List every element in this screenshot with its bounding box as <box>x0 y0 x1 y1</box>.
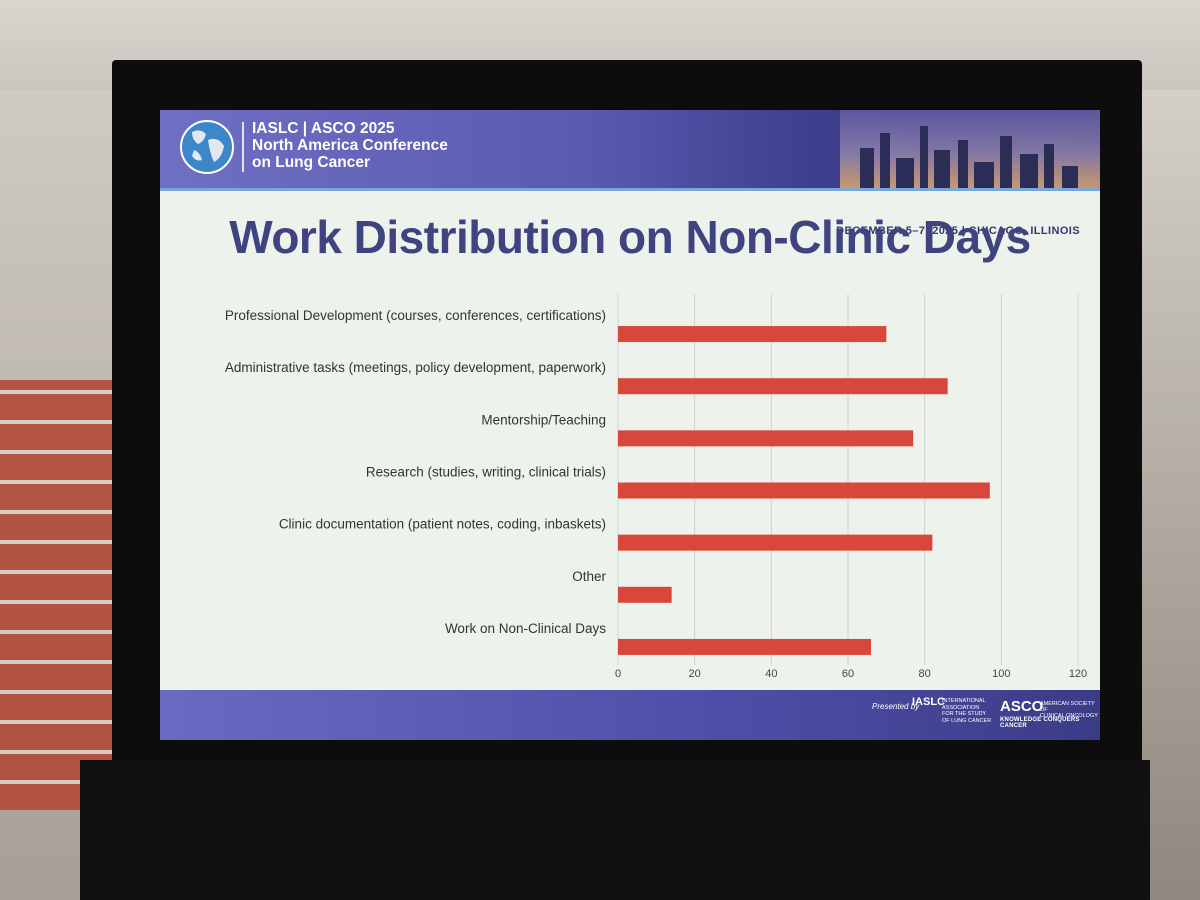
stage-shadow <box>80 760 1150 900</box>
bar <box>618 586 672 603</box>
asco-subtitle: AMERICAN SOCIETY OF CLINICAL ONCOLOGY <box>1040 701 1098 719</box>
x-tick-label: 60 <box>842 668 854 680</box>
bar <box>618 638 871 655</box>
conference-banner: IASLC | ASCO 2025 North America Conferen… <box>160 110 1100 188</box>
category-label: Professional Development (courses, confe… <box>225 308 606 323</box>
x-tick-label: 40 <box>765 668 777 680</box>
bar <box>618 534 933 551</box>
presentation-slide: IASLC | ASCO 2025 North America Conferen… <box>160 110 1100 740</box>
category-label: Mentorship/Teaching <box>481 412 606 427</box>
category-label: Work on Non-Clinical Days <box>445 621 606 636</box>
bar-chart: 0 20 40 60 80 100 120 Professional Development … <box>225 294 1087 680</box>
asco-tagline: KNOWLEDGE CONQUERS CANCER <box>1000 717 1080 729</box>
conference-title: IASLC | ASCO 2025 North America Conferen… <box>252 120 448 171</box>
x-tick-label: 20 <box>689 668 701 680</box>
x-tick-label: 0 <box>615 668 621 680</box>
slide-title: Work Distribution on Non-Clinic Days <box>229 211 1031 263</box>
banner-separator <box>242 122 244 172</box>
presented-by-label: Presented by <box>872 702 920 711</box>
bar <box>618 378 948 395</box>
x-tick-label: 80 <box>919 668 931 680</box>
bar <box>618 482 990 499</box>
x-tick-label: 100 <box>992 668 1010 680</box>
iaslc-subtitle: INTERNATIONAL ASSOCIATION FOR THE STUDY … <box>942 698 992 724</box>
category-label: Other <box>572 569 606 584</box>
category-label: Clinic documentation (patient notes, cod… <box>279 517 606 532</box>
category-label: Administrative tasks (meetings, policy d… <box>225 360 606 375</box>
category-label: Research (studies, writing, clinical tri… <box>366 465 606 480</box>
globe-icon <box>180 120 234 174</box>
x-tick-label: 120 <box>1069 668 1087 680</box>
skyline-image <box>840 110 1100 188</box>
brick-wall <box>0 380 115 810</box>
slide-footer <box>160 690 1100 740</box>
iaslc-logo: IASLC <box>912 696 945 708</box>
conference-dates: DECEMBER 5–7, 2025 | CHICAGO, ILLINOIS <box>836 225 1080 237</box>
bar <box>618 430 914 447</box>
banner-rule <box>160 188 1100 191</box>
asco-logo: ASCO <box>1000 698 1044 715</box>
bar <box>618 326 887 343</box>
